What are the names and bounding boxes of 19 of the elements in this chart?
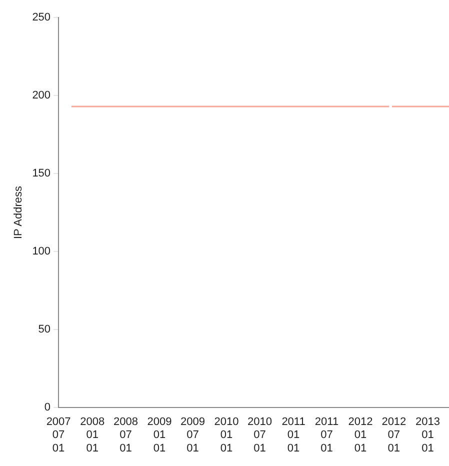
- x-tick-label: 2013 01 01: [415, 416, 440, 454]
- y-tick-label: 150: [32, 168, 51, 180]
- y-tick-label: 50: [38, 323, 51, 336]
- x-tick-label: 2010 01 01: [214, 416, 239, 454]
- y-tick-label: 0: [44, 401, 51, 414]
- x-tick-label: 2008 07 01: [113, 416, 138, 454]
- y-tick-label: 100: [32, 246, 51, 258]
- x-tick-label: 2011 07 01: [314, 416, 339, 454]
- y-axis-title: IP Address: [12, 186, 25, 239]
- x-tick-label: 2009 01 01: [147, 416, 172, 454]
- x-tick-label: 2012 07 01: [382, 416, 406, 454]
- x-tick-label: 2007 07 01: [46, 416, 71, 454]
- x-tick-label: 2012 01 01: [348, 416, 373, 454]
- x-tick-label: 2010 07 01: [248, 416, 272, 454]
- y-tick-label: 200: [32, 90, 51, 102]
- x-tick-label: 2011 01 01: [282, 416, 306, 454]
- x-tick-label: 2009 07 01: [180, 416, 205, 454]
- y-tick-label: 250: [32, 12, 51, 24]
- x-tick-label: 2008 01 01: [80, 416, 105, 454]
